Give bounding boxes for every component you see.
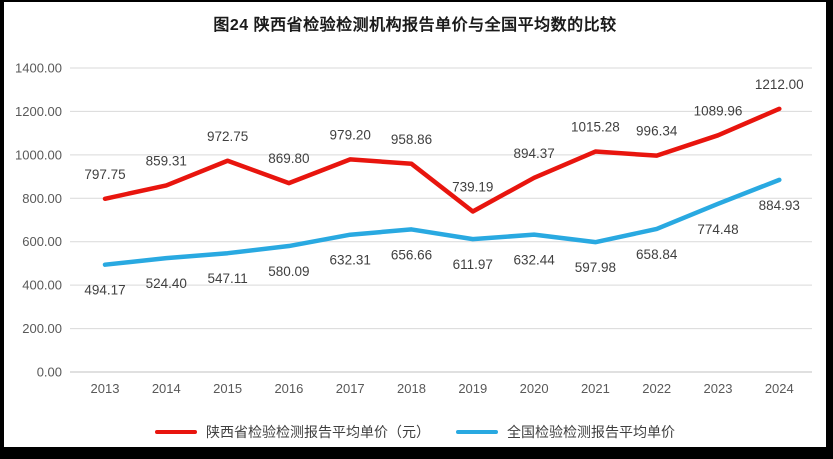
data-label-national: 632.31 [330, 253, 371, 268]
legend-item-shaanxi: 陕西省检验检测报告平均单价（元） [155, 422, 430, 442]
data-label-shaanxi: 996.34 [636, 124, 678, 139]
data-label-shaanxi: 739.19 [452, 179, 493, 194]
legend-item-national: 全国检验检测报告平均单价 [456, 422, 675, 442]
y-tick-label: 1400.00 [15, 61, 62, 76]
series-line-shaanxi [102, 106, 782, 214]
data-label-national: 658.84 [636, 247, 678, 262]
legend-label-national: 全国检验检测报告平均单价 [507, 424, 675, 440]
x-tick-label: 2017 [336, 381, 365, 396]
data-label-national: 656.66 [391, 247, 432, 262]
y-tick-label: 0.00 [37, 365, 62, 380]
x-tick-label: 2015 [213, 381, 242, 396]
data-label-shaanxi: 1089.96 [694, 103, 743, 118]
data-label-shaanxi: 958.86 [391, 132, 432, 147]
x-tick-label: 2019 [458, 381, 487, 396]
data-label-national: 494.17 [84, 283, 125, 298]
data-label-shaanxi: 797.75 [84, 167, 125, 182]
y-tick-label: 200.00 [22, 321, 62, 336]
legend-label-shaanxi: 陕西省检验检测报告平均单价（元） [206, 424, 430, 440]
x-tick-label: 2020 [520, 381, 549, 396]
x-tick-label: 2018 [397, 381, 426, 396]
x-tick-label: 2024 [765, 381, 794, 396]
x-tick-label: 2022 [642, 381, 671, 396]
data-label-shaanxi: 1015.28 [571, 120, 620, 135]
data-label-national: 884.93 [759, 198, 800, 213]
x-tick-label: 2016 [274, 381, 303, 396]
data-label-national: 597.98 [575, 260, 616, 275]
x-tick-label: 2014 [152, 381, 181, 396]
legend-line-swatch-national [456, 430, 498, 434]
x-tick-label: 2023 [704, 381, 733, 396]
x-tick-label: 2013 [91, 381, 120, 396]
data-label-shaanxi: 972.75 [207, 129, 248, 144]
y-tick-label: 800.00 [22, 191, 62, 206]
data-label-national: 774.48 [697, 222, 738, 237]
chart-legend: 陕西省检验检测报告平均单价（元） 全国检验检测报告平均单价 [4, 422, 826, 442]
data-label-national: 632.44 [513, 253, 555, 268]
chart-canvas: 图24 陕西省检验检测机构报告单价与全国平均数的比较 0.00 200.00 400… [4, 2, 826, 447]
data-label-shaanxi: 894.37 [513, 146, 554, 161]
series-line-national [102, 177, 782, 267]
y-tick-label: 400.00 [22, 278, 62, 293]
data-label-national: 547.11 [207, 271, 247, 286]
data-label-shaanxi: 1212.00 [755, 77, 804, 92]
legend-line-swatch-shaanxi [155, 430, 197, 434]
chart-title: 图24 陕西省检验检测机构报告单价与全国平均数的比较 [213, 17, 617, 34]
data-label-shaanxi: 979.20 [330, 127, 371, 142]
line-chart: 0.00 200.00 400.00 600.00 800.00 1000.00 1200.… [15, 61, 812, 396]
data-label-national: 580.09 [268, 264, 309, 279]
y-tick-label: 1200.00 [15, 104, 62, 119]
data-label-national: 611.97 [453, 257, 493, 272]
data-label-shaanxi: 859.31 [146, 153, 187, 168]
data-label-national: 524.40 [146, 276, 187, 291]
data-label-shaanxi: 869.80 [268, 151, 309, 166]
y-tick-label: 600.00 [22, 234, 62, 249]
y-tick-label: 1000.00 [15, 147, 62, 162]
x-tick-label: 2021 [581, 381, 610, 396]
